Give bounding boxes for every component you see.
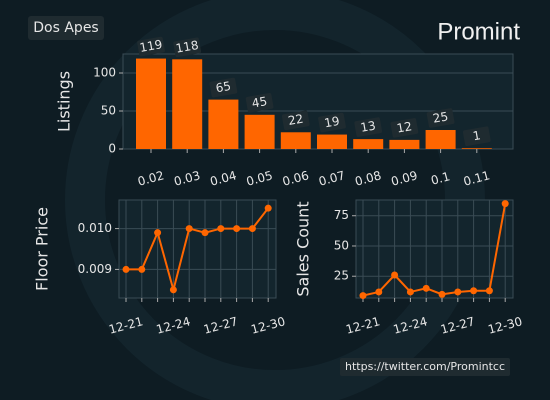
y-axis-label: Floor Price: [33, 207, 52, 291]
point: [233, 225, 241, 233]
line: [126, 207, 269, 294]
line: [362, 203, 507, 297]
data-label: 25: [432, 109, 449, 125]
point: [485, 287, 493, 295]
plot-area: [355, 199, 514, 299]
bar: [425, 130, 456, 149]
data-label: 118: [175, 38, 200, 56]
bar: [353, 139, 384, 149]
x-tick-label: 0.1: [429, 169, 451, 187]
y-tick-label: 0.009: [78, 262, 112, 276]
x-tick-label: 0.04: [209, 168, 238, 188]
data-label-box: [173, 37, 202, 58]
x-tick-label: 0.11: [462, 168, 491, 188]
x-tick-label: 0.05: [245, 168, 274, 188]
data-label: 19: [323, 114, 340, 130]
x-tick-label: 0.07: [317, 168, 346, 188]
point: [438, 290, 446, 298]
point: [359, 292, 367, 300]
data-label-box: [426, 108, 455, 128]
point: [169, 286, 177, 294]
y-axis-label: Listings: [55, 71, 74, 132]
point: [422, 284, 430, 292]
bar: [280, 132, 311, 149]
x-tick-label: 0.09: [390, 168, 419, 188]
y-tick-label: 25: [334, 269, 349, 283]
bar: [317, 134, 347, 149]
data-label: 45: [251, 94, 268, 110]
point: [217, 225, 225, 233]
x-tick-label: 0.02: [136, 168, 165, 188]
data-label-box: [137, 36, 165, 57]
y-tick-label: 0: [108, 142, 116, 156]
data-label: 22: [287, 112, 304, 128]
y-tick-label: 50: [101, 104, 116, 118]
collection-name: Dos Apes: [33, 20, 98, 36]
point: [391, 271, 399, 279]
point: [185, 225, 193, 233]
brand-logo: Promint: [437, 18, 520, 45]
footer-link: https://twitter.com/Promintcc: [345, 360, 505, 373]
collection-badge: [28, 16, 104, 40]
point: [375, 288, 383, 296]
point: [138, 265, 146, 273]
point: [122, 265, 130, 273]
data-label: 12: [396, 119, 413, 135]
y-tick-label: 0.010: [78, 221, 112, 235]
point: [454, 288, 462, 296]
data-label: 119: [138, 37, 163, 55]
x-tick-label: 0.06: [281, 168, 310, 188]
data-label: 1: [472, 128, 482, 143]
footer-badge: [340, 358, 510, 376]
x-tick-label: 0.03: [172, 168, 201, 188]
data-label-box: [462, 126, 491, 147]
bar: [389, 139, 420, 149]
point: [248, 225, 256, 233]
data-label-box: [354, 117, 383, 137]
bar: [172, 59, 203, 149]
y-tick-label: 75: [334, 208, 349, 222]
bar: [136, 58, 166, 150]
bar: [244, 114, 275, 149]
data-label-box: [390, 118, 419, 138]
data-label: 13: [359, 118, 376, 134]
point: [264, 204, 272, 212]
point: [201, 229, 209, 237]
y-tick-label: 50: [334, 238, 349, 252]
point: [470, 287, 478, 295]
data-label: 65: [215, 79, 232, 95]
y-tick-label: 100: [93, 66, 116, 80]
data-label-box: [318, 112, 346, 133]
point: [154, 229, 162, 237]
data-label-box: [245, 92, 274, 113]
point: [501, 200, 509, 208]
y-axis-label: Sales Count: [294, 201, 313, 296]
plot-area: [118, 199, 277, 299]
bar: [208, 99, 239, 149]
x-tick-label: 0.08: [353, 168, 382, 188]
bar: [461, 148, 492, 149]
data-label-box: [209, 77, 238, 98]
data-label-box: [281, 110, 310, 131]
point: [406, 288, 414, 296]
